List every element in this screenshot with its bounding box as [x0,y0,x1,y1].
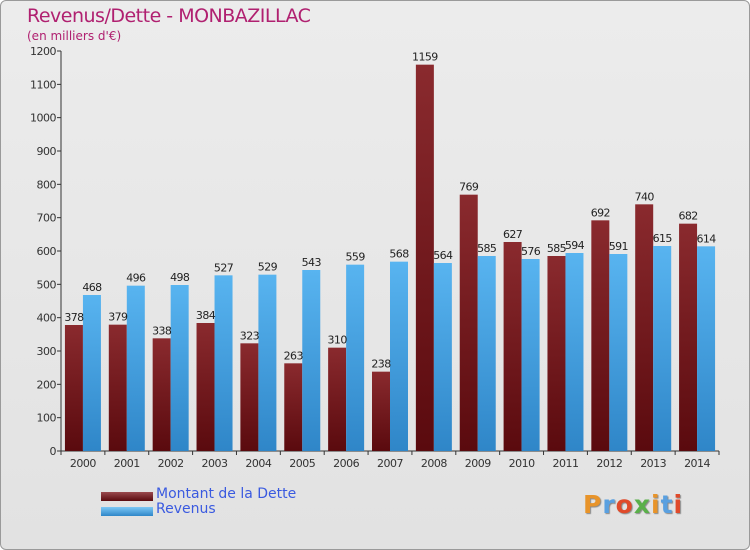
data-label-revenus: 585 [477,242,497,255]
bar-dette [152,338,171,451]
data-label-dette: 379 [108,311,128,324]
x-tick-label: 2006 [333,457,359,470]
data-label-revenus: 614 [696,232,716,245]
proxiti-logo: Proxiti [583,490,684,519]
bar-revenus [433,263,452,451]
legend-swatch-revenus [101,507,153,516]
data-label-dette: 692 [591,206,610,219]
y-tick-label: 500 [37,278,57,291]
bar-dette [196,323,215,451]
data-label-revenus: 529 [258,261,278,274]
data-label-dette: 263 [284,349,304,362]
x-tick-label: 2009 [465,457,491,470]
x-tick-label: 2013 [640,457,666,470]
data-label-revenus: 615 [653,232,673,245]
bar-revenus [302,270,321,451]
y-tick-label: 0 [50,445,57,458]
y-tick-label: 1000 [30,112,56,125]
y-tick-label: 300 [37,345,57,358]
y-tick-label: 200 [37,378,57,391]
bar-revenus [521,259,540,451]
bar-dette [679,223,698,451]
data-labels: 378 379 338 384 323 263 310 238 1159 769 627 585 692… [64,51,717,371]
chart-title: Revenus/Dette - MONBAZILLAC [27,5,311,27]
data-label-dette: 338 [152,324,172,337]
data-label-dette: 627 [503,228,523,241]
x-tick-label: 2000 [70,457,96,470]
bar-revenus [609,254,628,451]
y-tick-label: 800 [37,178,57,191]
bar-dette [328,347,347,451]
bar-dette [64,325,83,451]
data-label-dette: 378 [64,311,84,324]
bar-revenus [170,285,189,451]
bar-revenus [697,246,716,451]
data-label-revenus: 543 [302,256,322,269]
bar-revenus [126,285,145,451]
x-tick-label: 2001 [114,457,140,470]
legend-label-dette: Montant de la Dette [156,486,297,502]
y-tick-label: 1200 [30,45,56,58]
bar-revenus [214,275,233,451]
data-label-revenus: 576 [521,245,541,258]
data-label-revenus: 564 [433,249,453,262]
data-label-revenus: 527 [214,261,234,274]
data-label-dette: 1159 [412,51,438,64]
bar-revenus [653,246,672,451]
bars [64,64,716,451]
bar-revenus [390,261,408,451]
bar-revenus [82,295,101,451]
x-tick-label: 2014 [684,457,710,470]
bar-revenus [346,264,365,451]
data-label-dette: 310 [328,334,348,347]
data-label-revenus: 496 [126,272,146,285]
data-label-revenus: 498 [170,271,190,284]
bar-dette [635,204,654,451]
data-label-dette: 323 [240,329,260,342]
data-label-dette: 682 [678,210,697,223]
x-tick-label: 2012 [596,457,622,470]
data-label-dette: 769 [459,181,479,194]
bar-dette [372,371,390,451]
bar-dette [459,194,478,451]
x-tick-label: 2007 [377,457,403,470]
x-tick-label: 2008 [421,457,447,470]
x-tick-label: 2004 [245,457,271,470]
x-tick-label: 2010 [509,457,535,470]
bar-dette [547,256,566,451]
data-label-revenus: 568 [389,248,409,261]
x-tick-label: 2003 [202,457,228,470]
y-tick-label: 600 [37,245,57,258]
y-tick-label: 100 [37,412,57,425]
data-label-dette: 384 [196,309,216,322]
data-label-revenus: 468 [82,281,102,294]
y-tick-label: 900 [37,145,57,158]
bar-dette [591,220,610,451]
bar-revenus [565,253,584,451]
y-tick-label: 400 [37,312,57,325]
legend-swatch-dette [101,492,153,501]
y-tick-label: 1100 [30,78,56,91]
y-tick-label: 700 [37,212,57,225]
data-label-dette: 740 [635,190,655,203]
legend-label-revenus: Revenus [156,501,216,517]
x-tick-label: 2005 [289,457,315,470]
data-label-dette: 238 [371,358,391,371]
bar-revenus [477,256,496,451]
bar-dette [415,64,434,451]
x-tick-label: 2011 [552,457,578,470]
data-label-revenus: 591 [609,240,628,253]
bar-dette [108,324,127,451]
bar-revenus [258,274,277,451]
bar-dette [284,363,303,451]
bar-dette [240,343,259,451]
bar-dette [503,242,522,451]
data-label-revenus: 559 [346,251,366,264]
data-label-revenus: 594 [565,239,585,252]
x-tick-label: 2002 [158,457,184,470]
data-label-dette: 585 [547,242,567,255]
chart-subtitle: (en milliers d'€) [27,29,122,43]
